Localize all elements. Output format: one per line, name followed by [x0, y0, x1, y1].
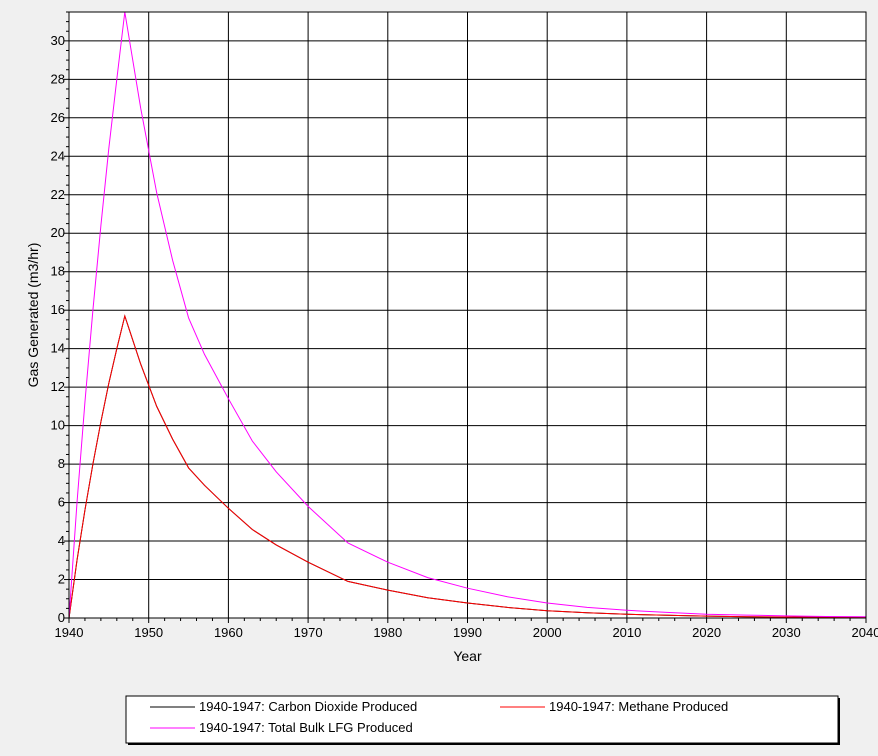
- x-tick-label: 1950: [134, 625, 163, 640]
- y-tick-label: 14: [51, 341, 65, 356]
- series-layer: [68, 11, 867, 619]
- series-line-1: [68, 314, 867, 619]
- y-tick-label: 10: [51, 418, 65, 433]
- y-tick-label: 26: [51, 110, 65, 125]
- y-tick-label: 24: [51, 148, 65, 163]
- legend-label-0: 1940-1947: Carbon Dioxide Produced: [199, 699, 417, 714]
- x-tick-label: 2030: [772, 625, 801, 640]
- x-tick-label: 2010: [612, 625, 641, 640]
- y-tick-label: 18: [51, 264, 65, 279]
- legend: 1940-1947: Carbon Dioxide Produced 1940-1…: [125, 695, 840, 745]
- y-tick-label: 28: [51, 71, 65, 86]
- y-tick-label: 4: [58, 533, 65, 548]
- x-tick-label: 1940: [55, 625, 84, 640]
- y-axis-title: Gas Generated (m3/hr): [25, 243, 41, 388]
- y-tick-label: 0: [58, 610, 65, 625]
- x-tick-label: 1960: [214, 625, 243, 640]
- x-tick-label: 2000: [533, 625, 562, 640]
- x-tick-label: 1980: [373, 625, 402, 640]
- y-tick-label: 30: [51, 33, 65, 48]
- y-tick-label: 22: [51, 187, 65, 202]
- series-line-2: [68, 11, 867, 619]
- x-tick-label: 2020: [692, 625, 721, 640]
- y-tick-label: 16: [51, 302, 65, 317]
- y-tick-label: 12: [51, 379, 65, 394]
- legend-label-1: 1940-1947: Methane Produced: [549, 699, 728, 714]
- x-axis-title: Year: [453, 648, 482, 664]
- legend-label-2: 1940-1947: Total Bulk LFG Produced: [199, 720, 413, 735]
- axes: 1940 1950 1960 1970 1980 1990 2000 2010 2020 2030…: [51, 11, 878, 640]
- y-tick-label: 8: [58, 456, 65, 471]
- x-tick-label: 1970: [294, 625, 323, 640]
- legend-box: [125, 695, 839, 744]
- x-tick-label: 2040: [852, 625, 878, 640]
- y-tick-label: 6: [58, 495, 65, 510]
- y-tick-label: 20: [51, 225, 65, 240]
- x-tick-label: 1990: [453, 625, 482, 640]
- y-tick-label: 2: [58, 572, 65, 587]
